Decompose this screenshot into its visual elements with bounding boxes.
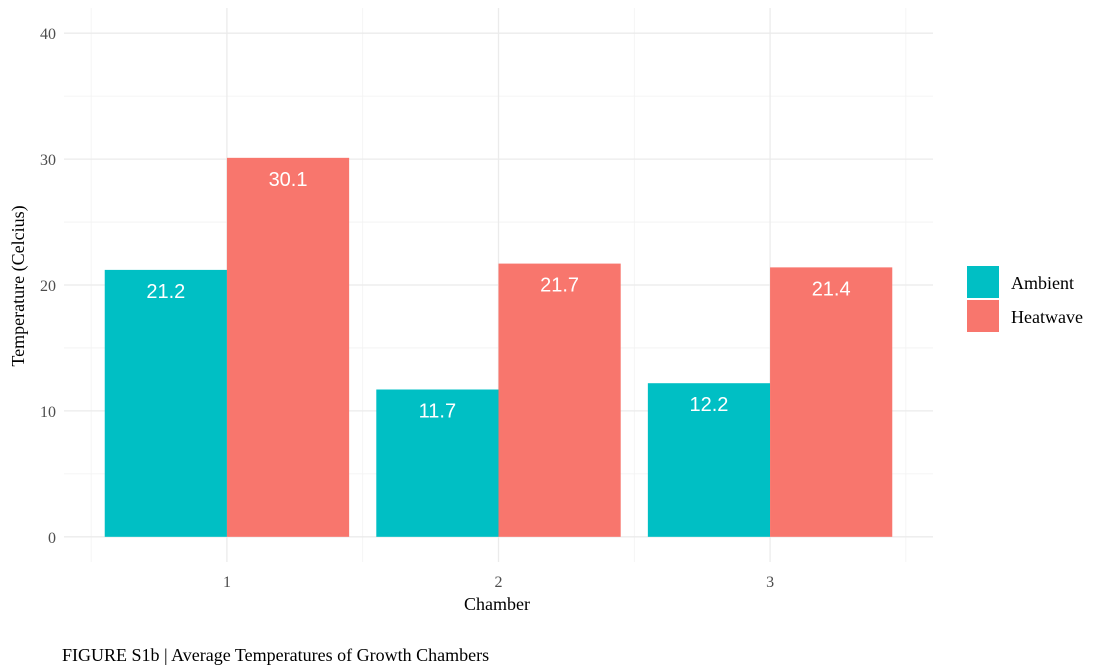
x-tick-label: 2	[495, 574, 503, 591]
bar-ambient-chamber-2	[376, 389, 499, 537]
y-tick-label: 0	[48, 530, 56, 547]
bar-value-label: 21.4	[812, 278, 851, 300]
bar-ambient-chamber-3	[647, 383, 771, 537]
y-axis-ticks: 0 10 20 30 40	[40, 26, 56, 547]
y-axis-title: Temperature (Celcius)	[8, 205, 29, 366]
bar-value-label: 12.2	[689, 394, 728, 416]
x-tick-label: 1	[223, 574, 231, 591]
bar-value-label: 30.1	[269, 169, 308, 191]
x-tick-label: 3	[766, 574, 774, 591]
y-tick-label: 30	[40, 152, 56, 169]
figure-caption: FIGURE S1b | Average Temperatures of Gro…	[62, 645, 490, 665]
legend-label-ambient: Ambient	[1011, 273, 1074, 293]
bar-heatwave-chamber-1	[226, 157, 350, 537]
legend-key-ambient	[967, 266, 999, 298]
legend-key-heatwave	[967, 300, 999, 332]
bar-heatwave-chamber-3	[770, 267, 893, 537]
x-axis-title: Chamber	[464, 594, 530, 614]
legend: Ambient Heatwave	[967, 266, 1083, 332]
bars	[104, 157, 893, 537]
x-axis-ticks: 1 2 3	[223, 574, 774, 591]
y-tick-label: 40	[40, 26, 56, 43]
bar-value-label: 11.7	[419, 401, 456, 423]
bar-value-label: 21.7	[540, 275, 579, 297]
bar-heatwave-chamber-2	[498, 263, 621, 537]
legend-label-heatwave: Heatwave	[1011, 307, 1083, 327]
y-tick-label: 10	[40, 404, 56, 421]
bar-labels: 21.2 11.7 12.2 30.1 21.7 21.4	[146, 169, 850, 423]
bar-ambient-chamber-1	[104, 269, 227, 537]
y-tick-label: 20	[40, 278, 56, 295]
bar-chart: 21.2 11.7 12.2 30.1 21.7 21.4 0 10 20 30 40 1 2 3 C…	[8, 8, 1083, 614]
bar-value-label: 21.2	[146, 281, 185, 303]
